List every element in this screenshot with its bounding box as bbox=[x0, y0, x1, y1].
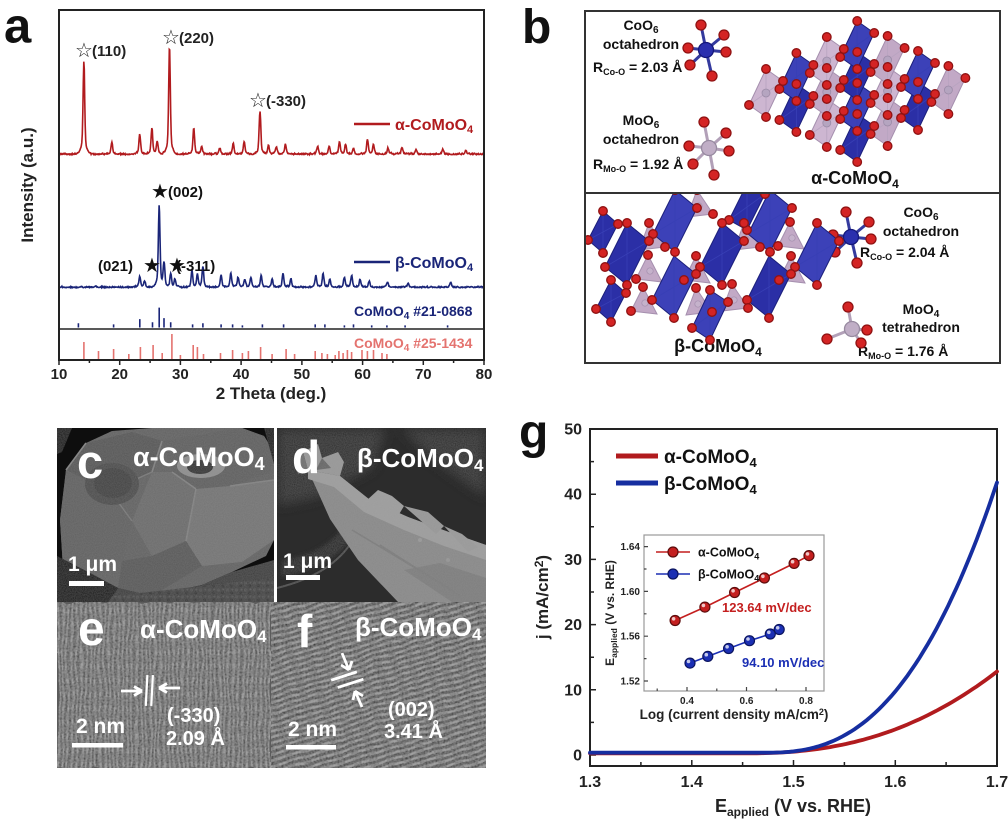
svg-text:60: 60 bbox=[354, 366, 371, 383]
svg-text:g: g bbox=[519, 406, 548, 459]
svg-text:α-CoMoO4: α-CoMoO4 bbox=[698, 546, 759, 562]
svg-text:(002): (002) bbox=[388, 699, 435, 721]
svg-text:α-CoMoO4: α-CoMoO4 bbox=[140, 614, 267, 646]
svg-text:d: d bbox=[292, 431, 320, 483]
svg-text:2 nm: 2 nm bbox=[76, 715, 125, 738]
svg-text:Log (current density mA/cm2): Log (current density mA/cm2) bbox=[640, 707, 829, 722]
svg-text:α-CoMoO4: α-CoMoO4 bbox=[811, 168, 899, 191]
svg-text:1.56: 1.56 bbox=[621, 632, 641, 643]
svg-text:octahedron: octahedron bbox=[603, 36, 679, 52]
svg-text:CoMoO4 #21-0868: CoMoO4 #21-0868 bbox=[354, 303, 473, 322]
svg-text:1.3: 1.3 bbox=[579, 774, 601, 791]
svg-text:a: a bbox=[4, 0, 32, 54]
svg-text:CoO6: CoO6 bbox=[903, 204, 939, 223]
svg-text:octahedron: octahedron bbox=[603, 131, 679, 147]
svg-text:2 nm: 2 nm bbox=[288, 718, 337, 741]
svg-text:★: ★ bbox=[143, 255, 161, 277]
svg-text:40: 40 bbox=[564, 487, 582, 504]
svg-text:CoO6: CoO6 bbox=[623, 17, 659, 36]
svg-text:123.64 mV/dec: 123.64 mV/dec bbox=[722, 600, 812, 615]
svg-text:c: c bbox=[77, 435, 103, 488]
svg-text:β-CoMoO4: β-CoMoO4 bbox=[674, 336, 762, 359]
svg-text:☆: ☆ bbox=[75, 40, 93, 62]
svg-text:(-330): (-330) bbox=[266, 93, 306, 110]
svg-text:2 Theta (deg.): 2 Theta (deg.) bbox=[216, 384, 327, 403]
svg-text:20: 20 bbox=[111, 366, 128, 383]
svg-text:10: 10 bbox=[564, 682, 582, 699]
svg-text:β-CoMoO4: β-CoMoO4 bbox=[395, 255, 474, 274]
svg-text:1.64: 1.64 bbox=[621, 542, 641, 553]
svg-text:80: 80 bbox=[476, 366, 493, 383]
svg-text:0.6: 0.6 bbox=[740, 696, 754, 707]
svg-text:MoO6: MoO6 bbox=[623, 112, 660, 131]
svg-text:MoO4: MoO4 bbox=[903, 301, 940, 320]
svg-text:0: 0 bbox=[573, 748, 582, 765]
svg-text:α-CoMoO4: α-CoMoO4 bbox=[395, 117, 474, 136]
svg-text:(-311): (-311) bbox=[176, 258, 215, 275]
svg-text:α-CoMoO4: α-CoMoO4 bbox=[664, 447, 758, 470]
svg-text:β-CoMoO4: β-CoMoO4 bbox=[355, 612, 482, 644]
svg-text:(110): (110) bbox=[92, 43, 126, 60]
svg-text:β-CoMoO4: β-CoMoO4 bbox=[664, 474, 757, 497]
svg-text:1.60: 1.60 bbox=[621, 587, 641, 598]
svg-text:b: b bbox=[522, 1, 551, 54]
svg-text:(220): (220) bbox=[179, 30, 214, 47]
svg-text:tetrahedron: tetrahedron bbox=[882, 319, 960, 335]
svg-text:0.4: 0.4 bbox=[680, 696, 694, 707]
svg-text:1.4: 1.4 bbox=[681, 774, 703, 791]
svg-text:1.6: 1.6 bbox=[884, 774, 906, 791]
svg-text:10: 10 bbox=[51, 366, 68, 383]
svg-text:β-CoMoO4: β-CoMoO4 bbox=[698, 568, 759, 584]
svg-text:30: 30 bbox=[564, 552, 582, 569]
svg-text:★: ★ bbox=[151, 181, 169, 203]
svg-text:α-CoMoO4: α-CoMoO4 bbox=[133, 442, 265, 474]
svg-text:j (mA/cm2): j (mA/cm2) bbox=[532, 555, 552, 640]
svg-text:2.09 Å: 2.09 Å bbox=[166, 726, 225, 750]
svg-text:1 μm: 1 μm bbox=[283, 550, 332, 573]
svg-text:e: e bbox=[78, 603, 105, 656]
svg-text:40: 40 bbox=[233, 366, 250, 383]
svg-text:☆: ☆ bbox=[162, 27, 180, 49]
svg-text:β-CoMoO4: β-CoMoO4 bbox=[357, 443, 484, 475]
svg-text:(-330): (-330) bbox=[167, 705, 220, 727]
svg-text:1 μm: 1 μm bbox=[68, 553, 117, 576]
svg-text:50: 50 bbox=[294, 366, 311, 383]
svg-text:1.7: 1.7 bbox=[986, 774, 1008, 791]
svg-text:★: ★ bbox=[168, 255, 186, 277]
svg-text:☆: ☆ bbox=[249, 90, 267, 112]
svg-text:1.52: 1.52 bbox=[621, 677, 641, 688]
svg-text:0.8: 0.8 bbox=[799, 696, 813, 707]
svg-text:CoMoO4 #25-1434: CoMoO4 #25-1434 bbox=[354, 335, 473, 354]
svg-text:(021): (021) bbox=[98, 258, 133, 275]
svg-text:3.41 Å: 3.41 Å bbox=[384, 719, 443, 743]
svg-text:Intensity (a.u.): Intensity (a.u.) bbox=[18, 127, 37, 242]
svg-text:f: f bbox=[297, 605, 313, 657]
svg-text:(002): (002) bbox=[168, 184, 203, 201]
svg-text:50: 50 bbox=[564, 422, 582, 439]
svg-text:octahedron: octahedron bbox=[883, 223, 959, 239]
svg-text:30: 30 bbox=[172, 366, 189, 383]
svg-text:70: 70 bbox=[415, 366, 432, 383]
svg-text:20: 20 bbox=[564, 617, 582, 634]
svg-text:94.10 mV/dec: 94.10 mV/dec bbox=[742, 655, 824, 670]
svg-text:1.5: 1.5 bbox=[782, 774, 804, 791]
